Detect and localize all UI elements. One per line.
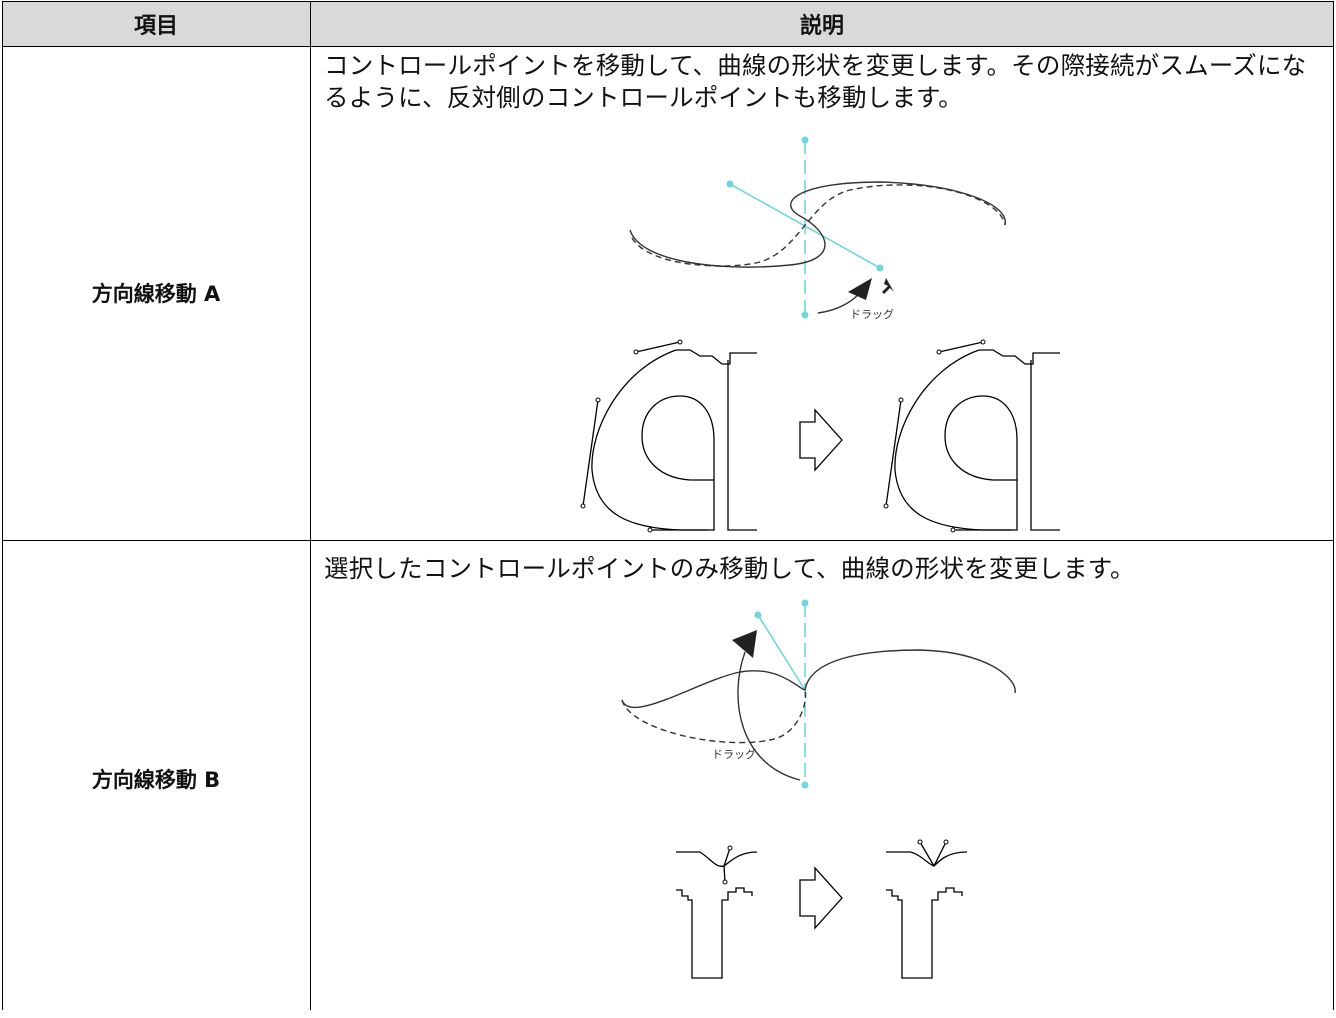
row-description: 選択したコントロールポイントのみ移動して、曲線の形状を変更します。: [324, 554, 1135, 583]
figure-label: ドラッグ: [850, 307, 894, 321]
hollow-arrow: [799, 408, 843, 472]
glyph-y: [676, 845, 758, 979]
border: [310, 1, 311, 1010]
border: [1333, 1, 1334, 1010]
header-cell: 項目: [2, 2, 310, 46]
border: [2, 1, 1334, 2]
header-cell: 説明: [310, 2, 1334, 46]
figure-a-curve: ドラッグ: [629, 136, 1006, 321]
border: [2, 46, 1334, 47]
figure-label: ドラッグ: [712, 747, 756, 761]
glyph-q-after: [883, 339, 1061, 533]
border: [2, 540, 1334, 541]
figure-b-curve: ドラッグ: [621, 599, 1016, 789]
border: [2, 1, 3, 1010]
row-item: 方向線移動 B: [91, 768, 221, 792]
row-description: コントロールポイントを移動して、曲線の形状を変更します。その際接続がスムーズにな…: [324, 51, 1307, 112]
hollow-arrow: [799, 866, 843, 930]
glyph-y-after: [886, 839, 968, 979]
glyph-q: [580, 339, 757, 533]
row-item: 方向線移動 A: [91, 282, 221, 306]
